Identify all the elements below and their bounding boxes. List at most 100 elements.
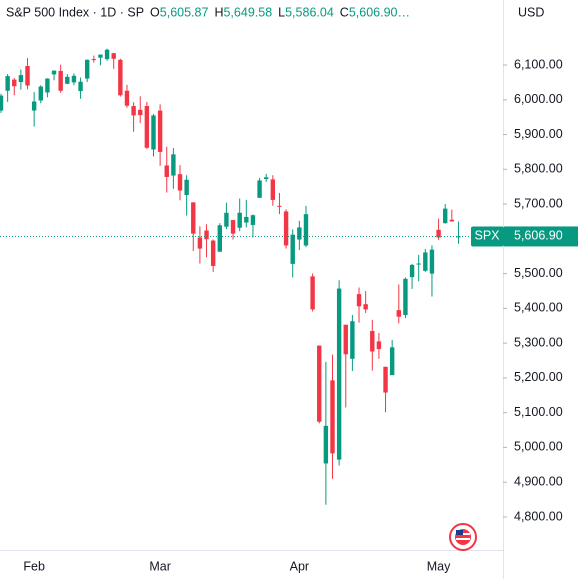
candle-body [84, 59, 90, 79]
ohlc-value: 5,606.90… [349, 5, 410, 19]
candle-body [363, 304, 368, 310]
y-tick-label: 6,100.00 [514, 57, 563, 71]
candle-body [290, 234, 295, 264]
candle-body [124, 90, 130, 106]
candle-body [250, 215, 256, 225]
candle-body [310, 276, 315, 310]
price-tag-value: 5,606.90 [514, 229, 563, 243]
candle-body [71, 75, 77, 83]
candle-body [151, 115, 156, 150]
candle-body [138, 109, 143, 116]
candle-body [389, 347, 395, 376]
x-tick-label: Apr [290, 559, 309, 573]
candle-body [370, 330, 375, 352]
ohlc-legend: O 5,605.87 H 5,649.58 L 5,586.04 C 5,606.90… [150, 5, 410, 19]
y-tick-label: 5,300.00 [514, 335, 563, 349]
candle-body [383, 366, 388, 393]
candle-body [217, 225, 222, 252]
candle-body [0, 95, 4, 111]
ohlc-key: O [150, 5, 160, 19]
candle-body [184, 179, 189, 196]
candle-body [51, 70, 57, 75]
candle-body [277, 205, 282, 207]
candle-body [131, 106, 136, 116]
ohlc-value: 5,586.04 [285, 5, 334, 19]
candle-body [111, 53, 116, 59]
candle-body [237, 212, 242, 228]
candle-body [91, 59, 97, 61]
candle-body [5, 76, 10, 91]
candle-body [230, 220, 236, 234]
candle-body [45, 78, 50, 93]
candle-body [317, 345, 322, 422]
candle-body [323, 425, 329, 464]
candle-body [376, 341, 382, 350]
candle-body [270, 179, 276, 200]
candle-body [336, 288, 342, 460]
price-tag-symbol: SPX [474, 229, 500, 243]
candle-body [157, 110, 163, 152]
logo [449, 523, 477, 551]
candle-body [177, 174, 183, 191]
candle-body [31, 101, 37, 111]
candle-body [443, 208, 448, 224]
candle-body [65, 76, 70, 84]
candle-body [403, 278, 408, 315]
currency[interactable]: USD [518, 5, 544, 19]
candle-body [38, 86, 43, 101]
candle-body [456, 236, 461, 238]
y-tick-label: 5,700.00 [514, 196, 563, 210]
y-tick-label: 5,500.00 [514, 266, 563, 280]
y-tick-label: 5,800.00 [514, 162, 563, 176]
x-tick-label: May [427, 559, 451, 573]
candle-body [436, 229, 441, 238]
candle-body [409, 264, 415, 278]
candle-body [429, 249, 435, 274]
price-tag-symbol-bg [471, 226, 504, 247]
candle-body [78, 81, 83, 92]
x-tick-label: Feb [23, 559, 45, 573]
price-tag-bg [504, 226, 578, 247]
y-tick-label: 5,100.00 [514, 405, 563, 419]
candle-body [356, 294, 362, 307]
candle-body [264, 177, 269, 180]
candle-body [283, 211, 289, 246]
ohlc-value: 5,649.58 [223, 5, 272, 19]
plot-area [0, 48, 461, 505]
x-tick-label: Mar [149, 559, 171, 573]
candle-body [171, 154, 176, 176]
y-tick-label: 4,900.00 [514, 475, 563, 489]
candle-body [118, 59, 123, 96]
candle-body [98, 54, 103, 58]
candle-body [58, 70, 63, 91]
candle-body [164, 165, 169, 177]
candle-body [18, 75, 24, 83]
candle-body [104, 49, 110, 60]
candle-body [396, 310, 401, 317]
candle-body [303, 214, 309, 246]
ohlc-key: C [340, 5, 349, 19]
candle-body [204, 230, 209, 240]
symbol-title: S&P 500 Index · 1D · SP [6, 5, 144, 19]
candle-body [12, 79, 17, 87]
candle-body [224, 212, 229, 227]
candle-body [144, 106, 150, 148]
y-tick-label: 5,400.00 [514, 301, 563, 315]
y-tick-label: 4,800.00 [514, 509, 563, 523]
candle-body [350, 321, 355, 359]
candle-body [244, 216, 249, 223]
ohlc-key: L [278, 5, 285, 19]
y-tick-label: 5,900.00 [514, 127, 563, 141]
candle-body [343, 324, 348, 355]
candle-body [25, 66, 30, 86]
candle-body [210, 240, 216, 266]
candle-body [257, 180, 262, 198]
candle-body [191, 202, 196, 234]
ohlc-value: 5,605.87 [160, 5, 209, 19]
y-tick-label: 5,200.00 [514, 370, 563, 384]
y-tick-label: 6,000.00 [514, 92, 563, 106]
candle-body [197, 237, 203, 249]
y-tick-label: 5,000.00 [514, 440, 563, 454]
